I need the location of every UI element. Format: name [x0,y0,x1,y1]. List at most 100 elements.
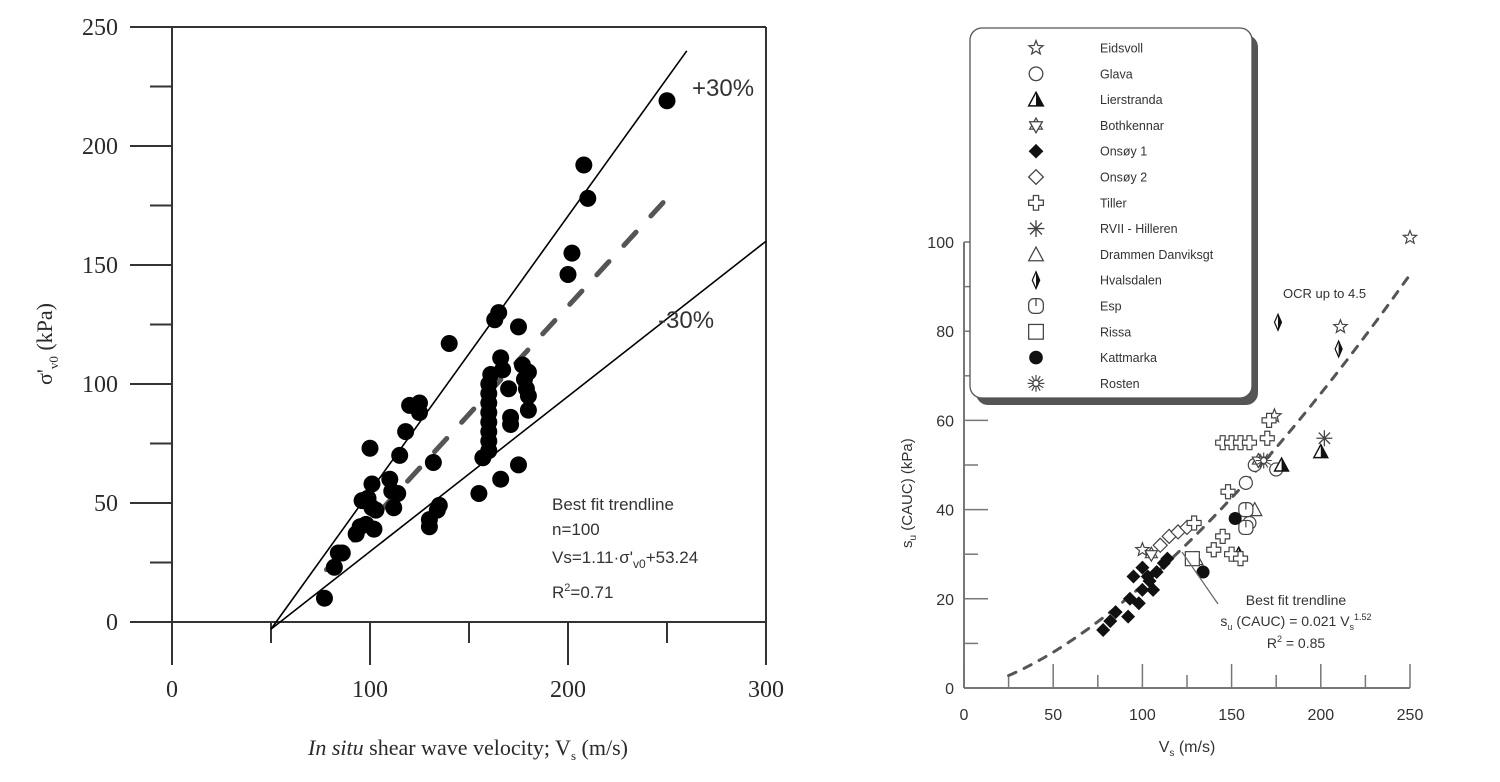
right-point-lierstranda [1312,443,1329,459]
right-point-glava [1242,515,1257,531]
left-data-point [315,589,333,607]
right-point-tiller [1215,528,1231,544]
right-y-tick-label: 20 [936,592,954,609]
right-annotation-leader [1181,551,1219,605]
right-ocr-note: OCR up to 4.5 [1283,286,1366,301]
right-trendline [1007,275,1410,677]
legend-label-drammen-danviksgt: Drammen Danviksgt [1100,248,1214,262]
right-point-drammen-danviksgt [1246,501,1263,517]
legend-marker-ons-y-1-icon [1028,143,1044,159]
left-data-point [363,475,381,493]
left-reference-lines [270,50,767,630]
right-point-bothkennar [1144,545,1159,563]
left-data-point [492,470,510,488]
legend-label-bothkennar: Bothkennar [1100,119,1164,133]
right-point-eidsvoll [1332,318,1349,334]
right-x-tick-label: 100 [1129,707,1156,724]
right-point-lierstranda [1273,456,1290,472]
left-data-point [559,266,577,284]
right-point-kattmarka [1228,512,1242,526]
legend-label-rosten: Rosten [1100,377,1140,391]
left-y-tick-label: 150 [82,253,118,279]
left-data-point [440,335,458,353]
right-x-tick-label: 50 [1044,707,1062,724]
left-data-point [510,456,527,474]
legend-label-glava: Glava [1100,67,1133,81]
right-point-glava [1247,457,1262,473]
legend-shadow [976,35,1258,405]
legend-items: Eidsvoll Glava Lierstranda Bothkennar Onsøy … [1027,38,1214,392]
right-point-ons-y-1 [1146,582,1161,597]
right-point-ons-y-1 [1131,596,1146,611]
left-data-points [315,92,676,607]
right-point-lierstranda [1230,545,1247,561]
right-point-ons-y-2 [1161,528,1178,545]
left-y-tick-label: 200 [82,134,118,160]
left-data-point [385,499,403,517]
right-point-tiller [1186,515,1202,531]
left-x-tick-label: 100 [352,677,388,703]
right-y-tick-label: 60 [936,413,954,430]
left-data-point [430,496,448,514]
right-point-tiller [1206,542,1222,558]
legend-marker-lierstranda-icon [1027,90,1045,107]
right-point-ons-y-1 [1121,609,1136,624]
right-point-eidsvoll [1401,228,1419,245]
right-point-hvalsdalen [1334,339,1343,359]
legend-marker-rissa-icon [1028,323,1044,340]
left-fit-r2: R2=0.71 [552,582,613,602]
left-ticks: 0 50 100 150 200 250 0 100 200 300 [82,15,784,703]
left-data-point [470,484,488,502]
right-x-tick-label: 200 [1307,707,1334,724]
legend-marker-bothkennar-icon [1028,116,1044,135]
right-axes [963,242,1410,689]
right-y-tick-label: 0 [945,681,954,698]
right-y-tick-label: 100 [927,235,954,252]
left-fit-annotation: Best fit trendline n=100 Vs=1.11·σ'v0+53… [552,495,698,602]
left-data-point [519,401,537,419]
legend-box [969,27,1253,399]
right-fit-annotation: Best fit trendline su (CAUC) = 0.021 Vs1… [1220,592,1371,651]
right-point-glava [1269,462,1284,477]
left-data-point [411,404,428,422]
right-point-ons-y-1 [1126,569,1141,584]
left-data-point [389,484,407,502]
left-y-tick-label: 50 [94,491,118,517]
legend-label-hvalsdalen: Hvalsdalen [1100,274,1162,288]
legend-label-lierstranda: Lierstranda [1100,93,1163,107]
left-data-point [575,156,593,174]
right-data-points [1096,228,1419,638]
legend-marker-esp-icon [1028,298,1044,314]
left-data-point [579,189,597,207]
legend-label-rissa: Rissa [1100,325,1131,339]
left-data-point [490,304,508,322]
right-point-ons-y-1 [1096,623,1111,638]
right-point-ons-y-1 [1140,569,1155,584]
legend-marker-ons-y-2-icon [1027,168,1045,186]
legend-marker-drammen-danviksgt-icon [1027,245,1045,262]
left-data-point [658,92,676,110]
left-x-tick-label: 0 [166,677,178,703]
left-data-point [361,439,379,457]
left-x-tick-label: 300 [748,677,784,703]
right-point-ons-y-1 [1149,565,1164,580]
left-minus30-label: -30% [658,307,714,334]
left-fit-title: Best fit trendline [552,495,674,514]
left-y-tick-label: 250 [82,15,118,41]
right-point-esp [1238,502,1254,518]
right-point-ons-y-1 [1160,551,1175,566]
right-fit-title: Best fit trendline [1246,592,1347,608]
right-x-tick-label: 250 [1397,707,1424,724]
right-point-glava [1238,475,1253,490]
right-point-tiller [1215,435,1231,451]
right-point-ons-y-1 [1103,614,1118,629]
left-x-tick-label: 200 [550,677,586,703]
right-point-tiller [1232,551,1249,567]
legend-marker-glava-icon [1028,66,1044,82]
left-data-point [391,446,409,464]
right-point-esp [1238,519,1254,536]
right-best-fit-trendline [1007,275,1410,677]
right-fit-equation: su (CAUC) = 0.021 Vs1.52 [1220,612,1371,632]
right-x-tick-label: 150 [1218,707,1245,724]
right-point-bothkennar [1251,452,1266,469]
